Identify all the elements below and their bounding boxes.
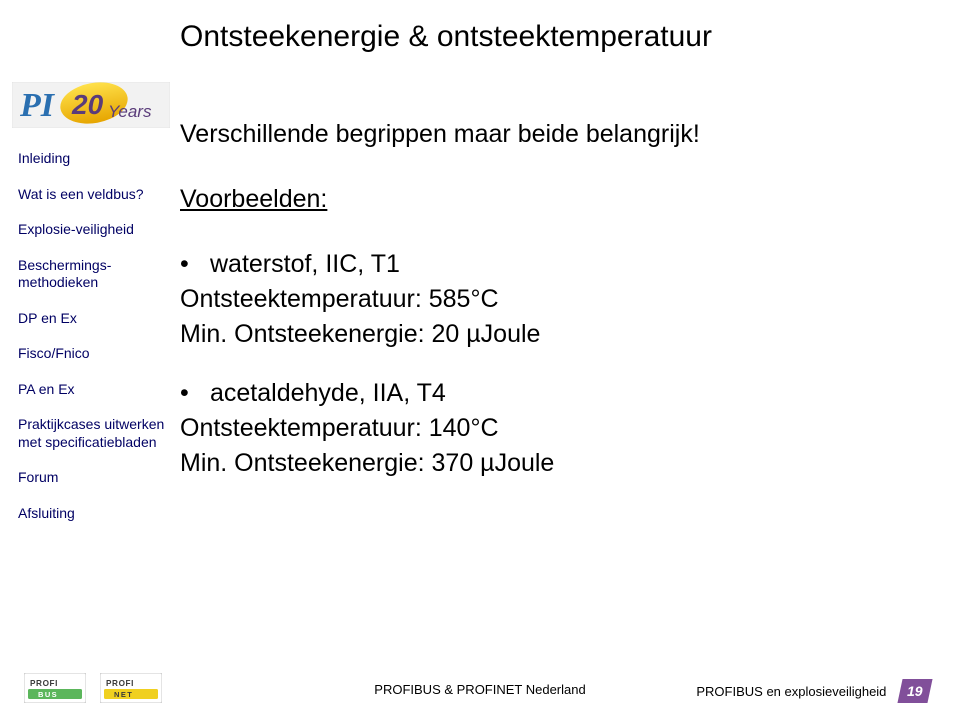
twenty-text: 20 xyxy=(71,89,104,120)
sidebar-item-dp-en-ex: DP en Ex xyxy=(18,310,168,328)
slide: Ontsteekenergie & ontsteektemperatuur PI… xyxy=(0,0,960,721)
bullet-line-1b: Min. Ontsteekenergie: 20 µJoule xyxy=(180,320,880,349)
sidebar-item-fisco-fnico: Fisco/Fnico xyxy=(18,345,168,363)
bullet-line-2a: Ontsteektemperatuur: 140°C xyxy=(180,414,880,443)
page-number-box: 19 xyxy=(898,679,933,703)
bullet-block-2: • acetaldehyde, IIA, T4 Ontsteektemperat… xyxy=(180,379,880,478)
pi-text: PI xyxy=(19,87,56,124)
sidebar-item-inleiding: Inleiding xyxy=(18,150,168,168)
sidebar-item-forum: Forum xyxy=(18,469,168,487)
sidebar-item-explosieveiligheid: Explosie-veiligheid xyxy=(18,221,168,239)
years-text: Years xyxy=(108,102,152,121)
sidebar-item-veldbus: Wat is een veldbus? xyxy=(18,186,168,204)
bullet-line-2b: Min. Ontsteekenergie: 370 µJoule xyxy=(180,449,880,478)
slide-title: Ontsteekenergie & ontsteektemperatuur xyxy=(180,20,712,54)
subhead-text: Voorbeelden: xyxy=(180,185,880,214)
bullet-head-2: acetaldehyde, IIA, T4 xyxy=(210,379,446,408)
sidebar-nav: Inleiding Wat is een veldbus? Explosie-v… xyxy=(18,150,168,540)
sidebar-item-pa-en-ex: PA en Ex xyxy=(18,381,168,399)
bullet-block-1: • waterstof, IIC, T1 Ontsteektemperatuur… xyxy=(180,250,880,349)
sidebar-item-afsluiting: Afsluiting xyxy=(18,505,168,523)
pi-20years-logo: PI 20 Years xyxy=(12,82,170,128)
lead-text: Verschillende begrippen maar beide belan… xyxy=(180,120,880,149)
bullet-dot-icon: • xyxy=(180,252,210,277)
footer-right: PROFIBUS en explosieveiligheid 19 xyxy=(696,679,930,703)
page-number: 19 xyxy=(907,683,923,699)
bullet-dot-icon: • xyxy=(180,381,210,406)
footer-right-text: PROFIBUS en explosieveiligheid xyxy=(696,684,886,699)
bullet-head-1: waterstof, IIC, T1 xyxy=(210,250,400,279)
content-area: Verschillende begrippen maar beide belan… xyxy=(180,120,880,508)
sidebar-item-beschermingsmethodieken: Beschermings-methodieken xyxy=(18,257,168,292)
bullet-line-1a: Ontsteektemperatuur: 585°C xyxy=(180,285,880,314)
sidebar-item-praktijkcases: Praktijkcases uitwerken met specificatie… xyxy=(18,416,168,451)
